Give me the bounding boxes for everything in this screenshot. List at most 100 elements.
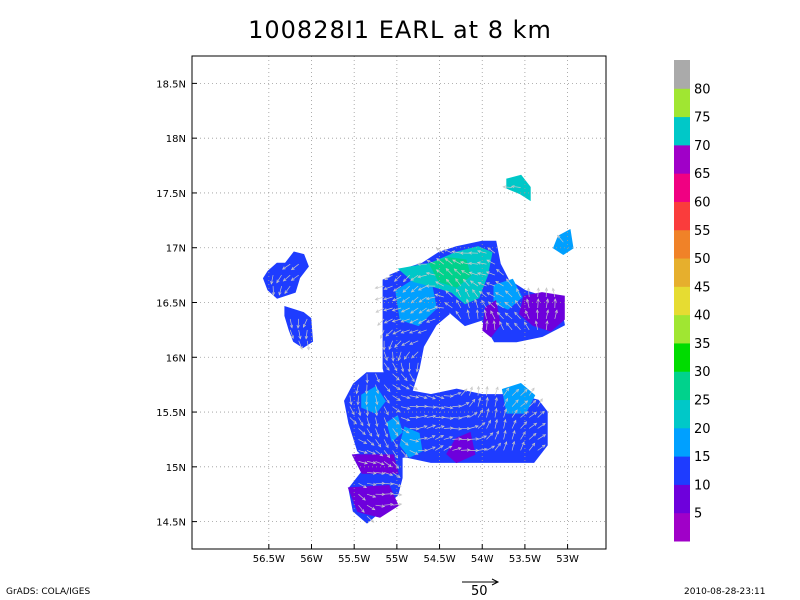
wind-vector-head [391,308,396,312]
wind-vector [297,318,300,328]
lat-tick-label: 15.5N [156,408,186,419]
wind-vector [283,274,291,282]
wind-vector-head [494,407,498,412]
wind-vector [494,419,498,429]
wind-vector [400,450,408,458]
footer-credit: GrADS: COLA/IGES [6,587,91,597]
colorbar: 5 10 15 20 25 30 35 40 45 50 55 60 65 70 75 80 [674,60,711,542]
wind-vector [357,395,359,405]
wind-vector-head [414,386,418,390]
wind-vector-head [495,268,500,273]
wind-vector [278,286,282,295]
wind-vector [419,307,427,314]
wind-vector-head [306,346,310,351]
wind-vector [400,417,410,421]
wind-vector [377,318,385,326]
wind-vector [537,434,546,440]
wind-vector [456,299,462,309]
wind-vector-head [481,422,486,426]
wind-vector-head [544,287,549,291]
wind-vector [486,386,488,396]
wind-vector [358,450,368,454]
wind-vector-head [379,453,384,457]
map-title: 100828I1 EARL at 8 km [248,16,552,44]
lat-tick-labels: 14.5N 15N 15.5N 16N 16.5N 17N 17.5N 18N 18.5N [156,79,186,528]
wind-vector [470,280,479,287]
wind-vector-head [401,368,405,373]
wind-vector-head [466,448,471,452]
wind-vector-head [457,391,462,396]
wind-vector [557,235,564,243]
wind-vector [375,307,385,313]
wind-vector [537,298,539,309]
lon-tick-label: 55W [386,554,409,565]
wind-vector-head [451,250,456,254]
wind-vector [545,320,548,330]
wind-vector [460,402,470,407]
wind-vector [400,384,410,390]
colorbar-label: 50 [694,252,711,267]
colorbar-swatch [674,484,690,514]
wind-vector-head [436,257,440,262]
wind-vector [409,450,418,455]
wind-vector [284,285,291,294]
wind-vector [380,329,385,339]
wind-vector [384,493,394,495]
wind-vector-head [426,308,430,312]
wind-vector-head [495,280,499,285]
wind-vector [383,461,392,467]
wind-vector [436,269,445,276]
wind-vector [452,438,462,440]
wind-vector [409,318,419,324]
wind-vector [383,395,390,404]
wind-vector [383,450,390,458]
wind-vector [375,395,378,405]
wind-vector [469,272,479,276]
wind-vector-head [384,422,388,427]
wind-vector-head [434,305,438,309]
wind-vector-head [496,311,501,316]
wind-vector [402,296,410,303]
wind-vector-head [402,289,407,293]
wind-vector [520,400,528,407]
wind-vector-head [417,287,422,291]
wind-vector [375,406,378,416]
wind-vector-head [487,419,491,424]
wind-vector [456,289,462,298]
wind-vector [511,389,519,396]
wind-vector-head [392,298,396,302]
wind-vector-head [478,290,483,295]
wind-vector-head [397,357,401,362]
wind-vector-head [400,330,405,334]
wind-vector-head [270,280,274,285]
wind-vector [419,296,427,303]
wind-vector [366,471,376,474]
lon-tick-label: 55.5W [338,554,370,565]
wind-vector-head [371,507,376,511]
wind-vector-head [363,440,368,444]
wind-vector [383,362,390,371]
wind-vector-head [407,368,411,373]
wind-vector-head [390,482,394,486]
wind-vector [444,248,453,254]
wind-vector-head [384,357,388,362]
wind-vector-head [481,299,485,304]
wind-vector [375,428,380,438]
wind-vector [435,425,445,429]
wind-vector [455,278,462,287]
wind-vector [409,384,418,390]
wind-vector [384,274,393,281]
wind-vector [469,386,473,396]
wind-vector [494,443,501,451]
wind-vector-head [483,447,488,451]
wind-vector [477,448,487,451]
wind-vector-head [431,435,436,439]
wind-vector [511,420,517,429]
wind-vector [392,493,402,496]
wind-vector [392,362,398,371]
wind-vector-head [374,412,379,417]
wind-vector [291,274,299,281]
wind-vector [400,439,409,446]
wind-vector [488,301,496,309]
wind-vector-head [409,320,414,324]
